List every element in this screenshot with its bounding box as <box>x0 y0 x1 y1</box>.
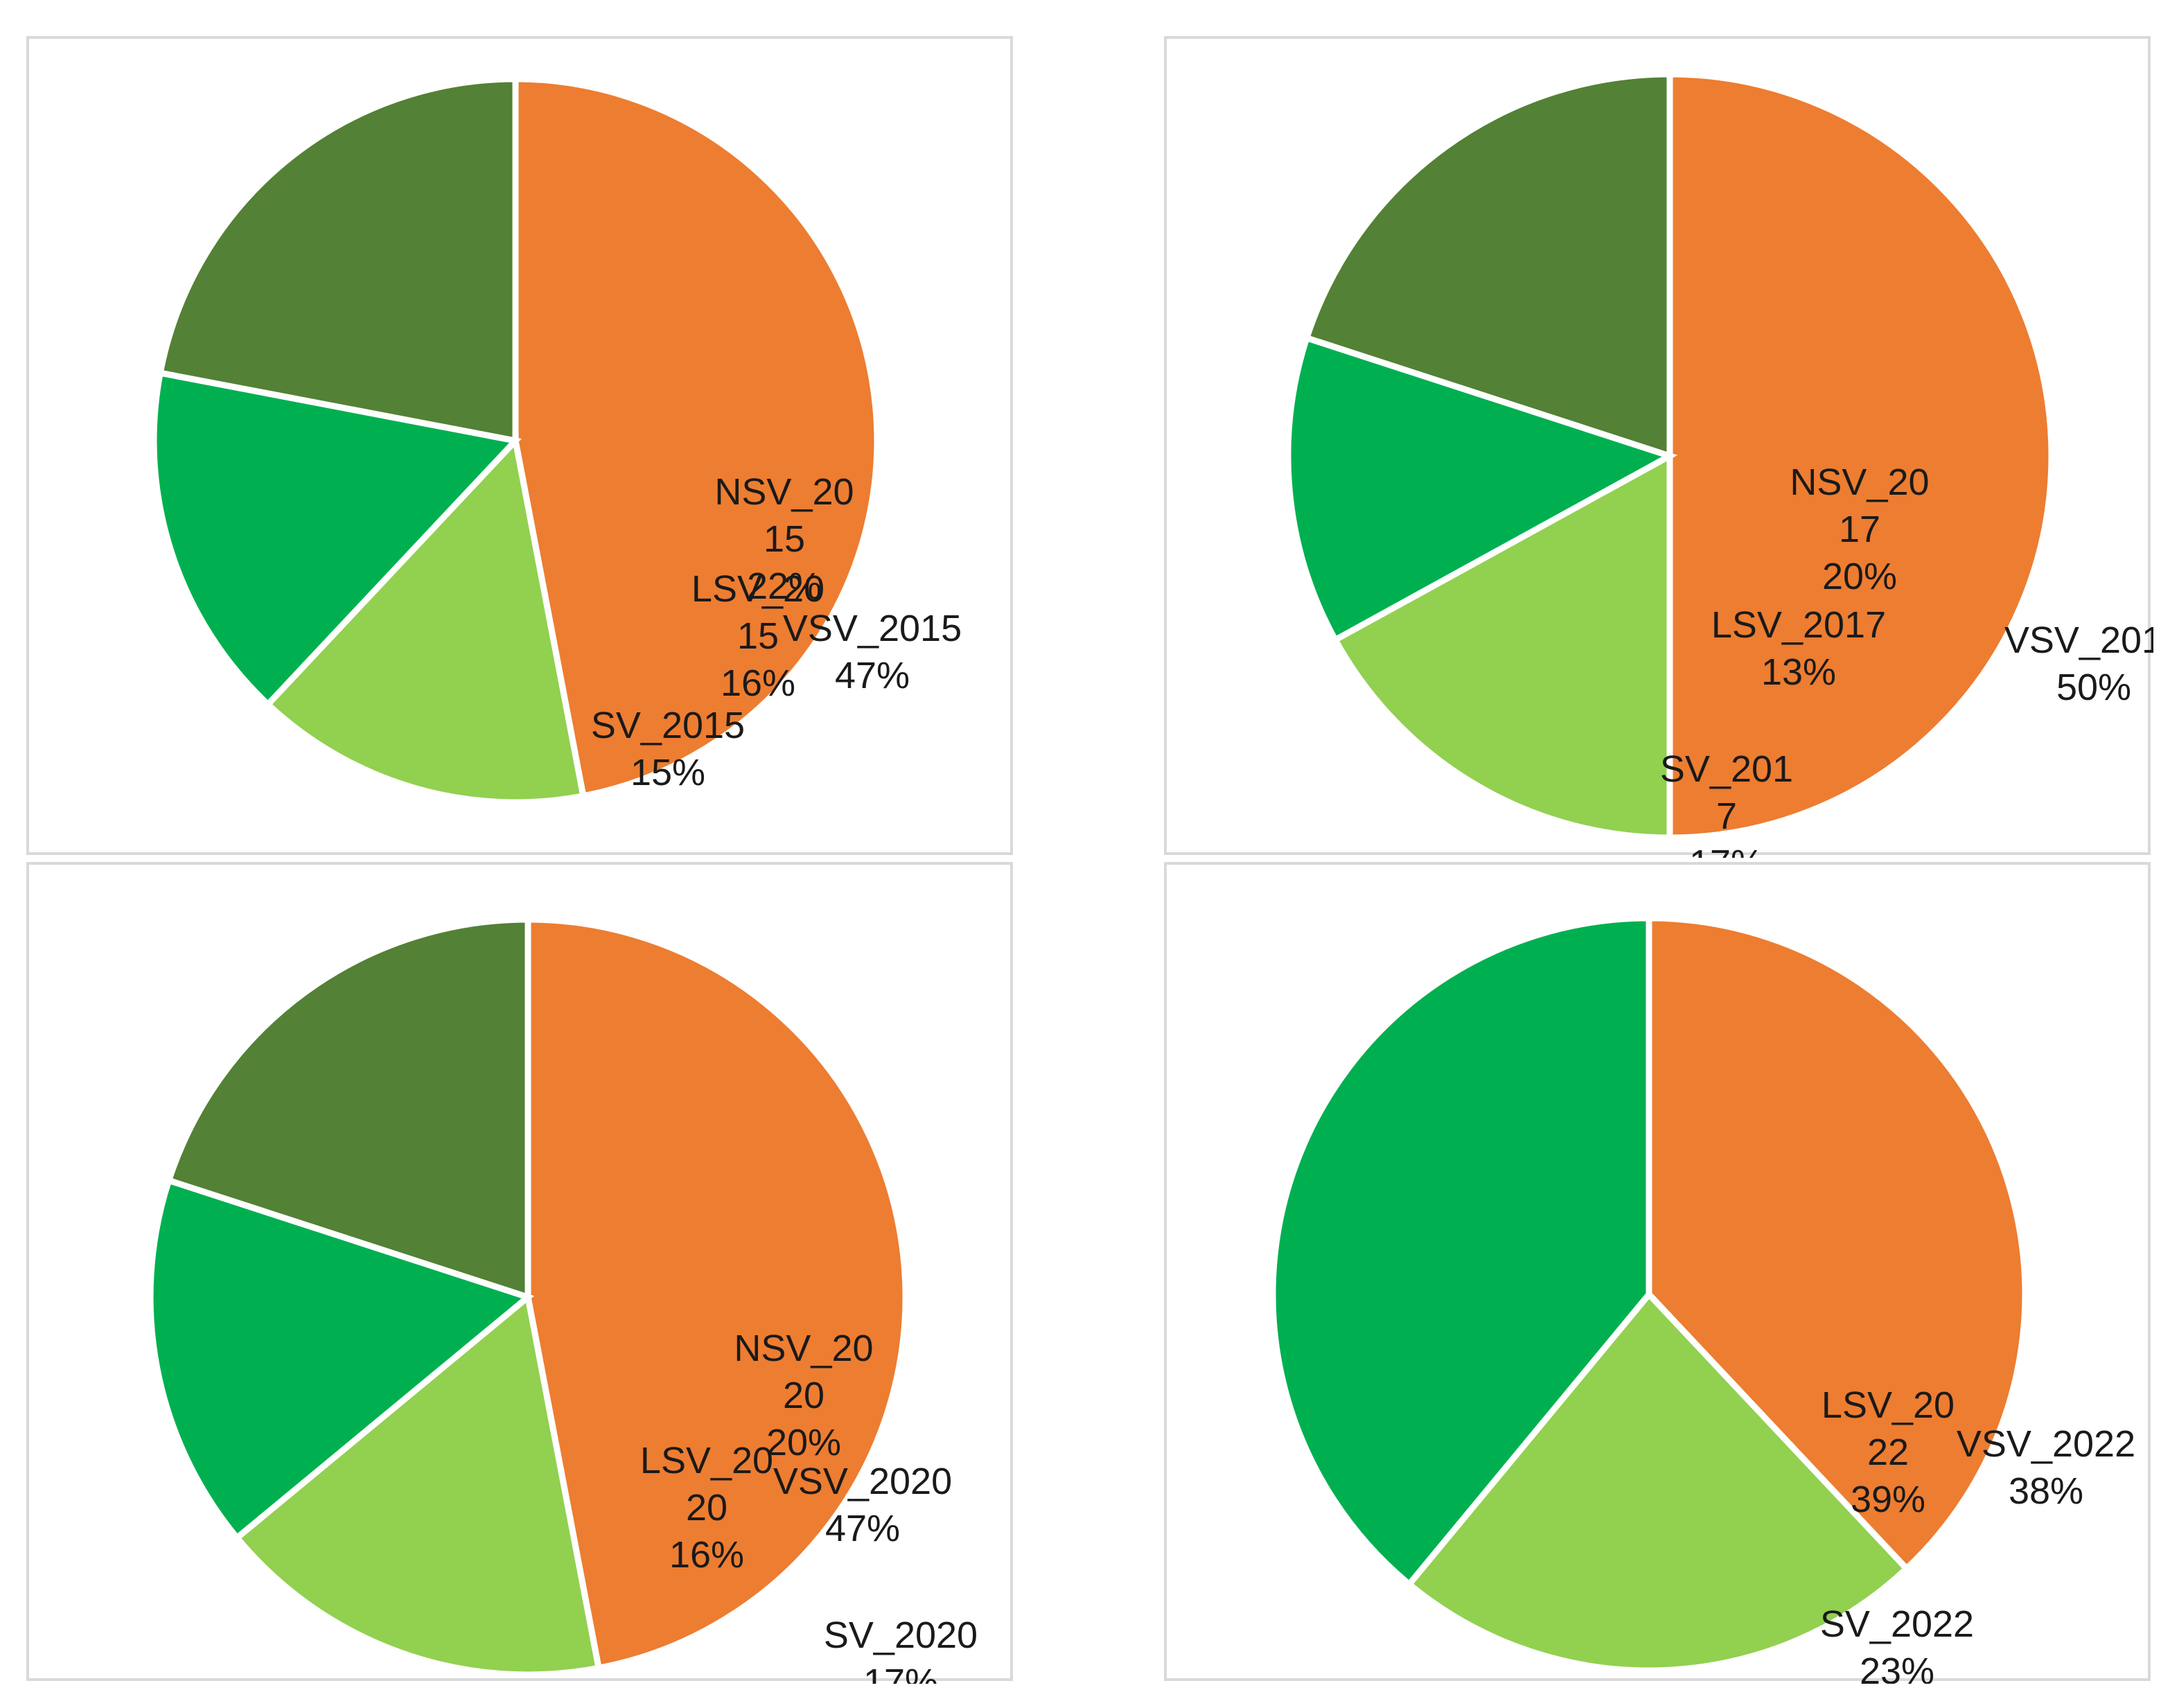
data-label-line: 16% <box>669 1534 744 1576</box>
data-label-line: 47% <box>835 655 910 696</box>
data-label-vsv-2015: VSV_2015 47% <box>783 608 962 696</box>
data-label-nsv-2015: NSV_20 15 22% <box>714 471 854 607</box>
data-label-line: SV_2020 <box>824 1614 978 1656</box>
data-label-vsv-2022: VSV_2022 38% <box>1957 1423 2135 1512</box>
data-label-line: 17 <box>1839 509 1880 550</box>
data-label-line: 15 <box>764 518 805 560</box>
pie-chart-panel-2022: VSV_2022 38% SV_2022 23% LSV_20 22 39% <box>1164 862 2151 1684</box>
pie-chart-panel-2017: VSV_2017 50% SV_201 7 17% LSV_2017 13% NSV_20 17… <box>1164 36 2153 858</box>
data-label-nsv-2020: NSV_20 20 20% <box>734 1328 873 1463</box>
data-label-line: 50% <box>2056 667 2131 708</box>
pie-chart-2020: VSV_2020 47%SV_2020 17%LSV_20 20 16%NSV_20 20… <box>147 916 978 1684</box>
data-label-line: LSV_20 <box>1822 1384 1955 1426</box>
data-label-line: SV_201 <box>1660 748 1793 790</box>
data-label-lsv-2020: LSV_20 20 16% <box>640 1440 773 1576</box>
pie-slice-lsv-2020 <box>147 1176 535 1542</box>
data-label-lsv-2015: LSV_20 15 16% <box>691 568 824 704</box>
data-label-line: VSV_2020 <box>773 1461 952 1502</box>
data-label-sv-2020: SV_2020 17% <box>824 1614 978 1684</box>
data-label-line: LSV_20 <box>640 1440 773 1481</box>
data-label-vsv-2017: VSV_2017 50% <box>2004 619 2153 708</box>
data-label-line: NSV_20 <box>714 471 854 513</box>
data-label-line: SV_2022 <box>1820 1603 1974 1645</box>
data-label-line: 7 <box>1716 795 1737 837</box>
data-label-lsv-2022: LSV_20 22 39% <box>1822 1384 1955 1520</box>
data-label-line: 39% <box>1851 1479 1925 1520</box>
data-label-sv-2017: SV_201 7 17% <box>1660 748 1793 858</box>
data-label-line: 20 <box>686 1487 727 1529</box>
data-label-line: NSV_20 <box>734 1328 873 1369</box>
data-label-line: VSV_2017 <box>2004 619 2153 661</box>
data-label-sv-2015: SV_2015 15% <box>591 705 745 793</box>
pie-slice-vsv-2022 <box>1646 915 2029 1574</box>
pie-chart-2015: VSV_2015 47% SV_2015 15% LSV_20 15 16% NSV_20 15… <box>150 76 962 806</box>
pie-slice-lsv-2017 <box>1285 334 1678 644</box>
pie-slice-lsv-2022 <box>1269 915 1652 1589</box>
data-label-sv-2022: SV_2022 23% <box>1820 1603 1974 1684</box>
pie-chart-panel-2015: VSV_2015 47% SV_2015 15% LSV_20 15 16% NSV_20 15… <box>26 36 1013 855</box>
pie-slice-vsv-2020 <box>524 916 909 1672</box>
data-label-line: 17% <box>863 1662 938 1684</box>
pie-chart-panel-2020: VSV_2020 47% SV_2020 17% LSV_20 20 16% NSV_20 20… <box>26 862 1013 1684</box>
data-label-line: 20% <box>766 1422 841 1463</box>
data-label-line: VSV_2022 <box>1957 1423 2135 1465</box>
pie-slice-lsv-2015 <box>150 369 522 709</box>
data-label-line: 22% <box>747 565 822 607</box>
data-label-line: 38% <box>2009 1470 2083 1512</box>
pie-slice-sv-2015 <box>263 434 588 806</box>
data-label-line: LSV_20 <box>691 568 824 610</box>
data-label-line: 16% <box>721 662 795 704</box>
data-label-line: 15% <box>630 752 705 793</box>
data-label-vsv-2020: VSV_2020 47% <box>773 1461 952 1549</box>
pie-slice-vsv-2017 <box>1666 71 2055 841</box>
data-label-line: 22 <box>1867 1432 1909 1473</box>
pie-slice-nsv-2015 <box>156 76 519 445</box>
data-label-line: 13% <box>1761 651 1836 693</box>
data-label-line: NSV_20 <box>1790 461 1929 503</box>
pie-slice-sv-2017 <box>1331 450 1673 841</box>
data-label-line: 20 <box>783 1375 824 1416</box>
data-label-line: 15 <box>737 615 779 657</box>
pie-slice-sv-2020 <box>232 1291 603 1678</box>
pie-slice-sv-2022 <box>1404 1289 1912 1674</box>
pie-slice-vsv-2015 <box>512 76 881 800</box>
data-label-nsv-2017: NSV_20 17 20% <box>1790 461 1929 597</box>
data-label-line: 47% <box>825 1508 900 1549</box>
pie-chart-2017: VSV_2017 50% SV_201 7 17% LSV_2017 13% NSV_20 17… <box>1285 71 2153 858</box>
pie-chart-2022: VSV_2022 38% SV_2022 23% LSV_20 22 39% <box>1269 915 2135 1684</box>
data-label-line: LSV_2017 <box>1711 604 1886 646</box>
data-label-lsv-2017: LSV_2017 13% <box>1711 604 1886 693</box>
data-label-line: 17% <box>1689 843 1764 858</box>
data-label-line: 20% <box>1822 556 1897 597</box>
data-label-line: 23% <box>1860 1650 1934 1684</box>
pie-slice-nsv-2020 <box>164 916 531 1302</box>
pie-slice-nsv-2017 <box>1303 71 1673 461</box>
data-label-line: SV_2015 <box>591 705 745 746</box>
data-label-line: VSV_2015 <box>783 608 962 649</box>
